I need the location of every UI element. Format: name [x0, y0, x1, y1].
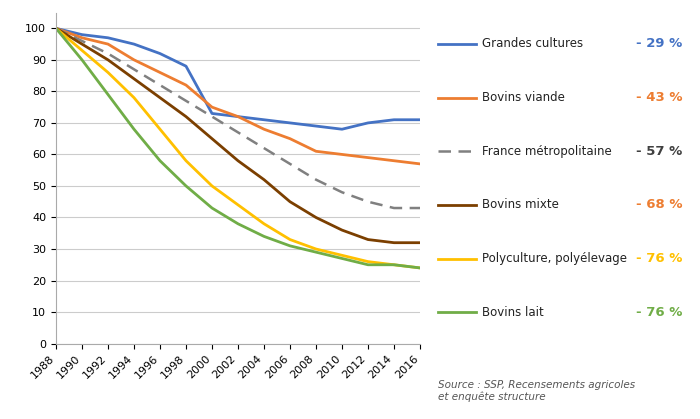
- Text: - 43 %: - 43 %: [636, 91, 682, 104]
- Text: - 57 %: - 57 %: [636, 145, 682, 158]
- Text: - 29 %: - 29 %: [636, 37, 682, 51]
- Text: - 68 %: - 68 %: [636, 198, 682, 212]
- Text: Grandes cultures: Grandes cultures: [482, 37, 582, 51]
- Text: - 76 %: - 76 %: [636, 252, 682, 265]
- Text: Bovins viande: Bovins viande: [482, 91, 564, 104]
- Text: Source : SSP, Recensements agricoles
et enquête structure: Source : SSP, Recensements agricoles et …: [438, 380, 635, 402]
- Text: - 76 %: - 76 %: [636, 305, 682, 319]
- Text: Polyculture, polyélevage: Polyculture, polyélevage: [482, 252, 626, 265]
- Text: Bovins lait: Bovins lait: [482, 305, 543, 319]
- Text: Bovins mixte: Bovins mixte: [482, 198, 559, 212]
- Text: France métropolitaine: France métropolitaine: [482, 145, 611, 158]
